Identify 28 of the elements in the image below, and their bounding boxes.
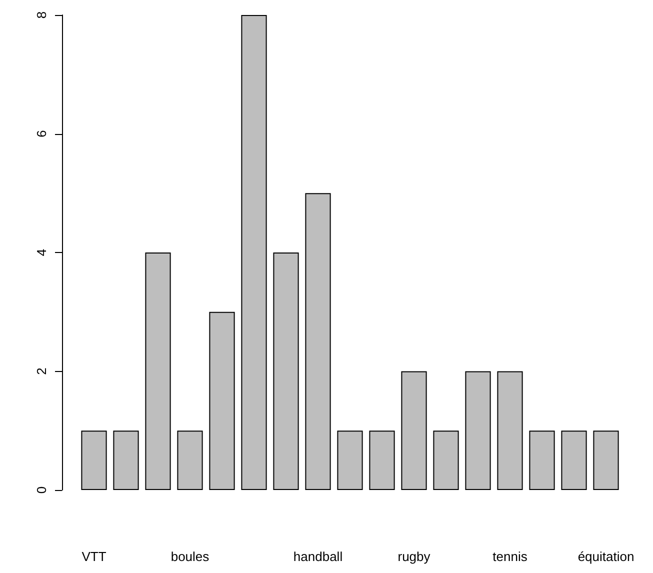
bar [465, 371, 491, 490]
bar [433, 430, 459, 490]
bar [529, 430, 555, 490]
x-tick-label: équitation [578, 549, 634, 564]
bar [273, 252, 299, 490]
bar [497, 371, 523, 490]
x-tick-label: handball [293, 549, 343, 564]
x-tick-label: boules [170, 549, 210, 564]
bar [593, 430, 619, 490]
y-tick-label: 4 [34, 248, 49, 256]
bar [401, 371, 427, 490]
bar [177, 430, 203, 490]
bar [305, 193, 331, 490]
y-tick-label: 6 [34, 130, 49, 138]
y-tick-label: 8 [34, 11, 49, 19]
bar [241, 15, 267, 490]
bar [337, 430, 363, 490]
bar [81, 430, 107, 490]
x-tick-label: tennis [492, 549, 528, 564]
y-tick-label: 0 [34, 486, 49, 494]
y-tick-label: 2 [34, 368, 49, 375]
bar [113, 430, 139, 490]
bar [145, 252, 171, 490]
x-tick-label: VTT [82, 549, 106, 564]
bar [369, 430, 395, 490]
x-tick-label: rugby [398, 549, 431, 564]
bar [561, 430, 587, 490]
bar [209, 312, 235, 490]
